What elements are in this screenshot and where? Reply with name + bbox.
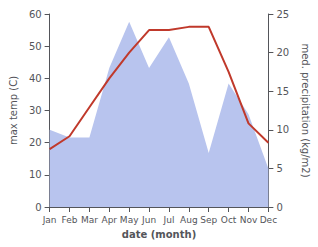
- svg-text:Mar: Mar: [81, 215, 98, 225]
- svg-text:5: 5: [276, 163, 282, 174]
- svg-text:date (month): date (month): [122, 229, 196, 240]
- svg-text:Sep: Sep: [200, 215, 217, 225]
- svg-text:med. precipitation (kg/m2): med. precipitation (kg/m2): [300, 43, 311, 177]
- svg-text:10: 10: [29, 169, 42, 180]
- svg-text:20: 20: [276, 47, 289, 58]
- svg-text:Feb: Feb: [62, 215, 78, 225]
- svg-text:Apr: Apr: [101, 215, 117, 225]
- svg-text:Jan: Jan: [42, 215, 57, 225]
- svg-text:40: 40: [29, 73, 42, 84]
- svg-text:Nov: Nov: [240, 215, 258, 225]
- svg-text:May: May: [120, 215, 139, 225]
- svg-text:Dec: Dec: [260, 215, 277, 225]
- svg-text:0: 0: [276, 202, 282, 213]
- svg-text:Aug: Aug: [180, 215, 198, 225]
- svg-text:30: 30: [29, 105, 42, 116]
- svg-text:60: 60: [29, 9, 42, 20]
- svg-text:0: 0: [35, 202, 41, 213]
- svg-text:20: 20: [29, 137, 42, 148]
- svg-text:25: 25: [276, 9, 289, 20]
- svg-text:Jul: Jul: [163, 215, 175, 225]
- svg-text:50: 50: [29, 41, 42, 52]
- svg-text:max temp (C): max temp (C): [8, 76, 19, 145]
- svg-text:Oct: Oct: [221, 215, 237, 225]
- svg-text:Jun: Jun: [141, 215, 156, 225]
- svg-text:15: 15: [276, 86, 289, 97]
- svg-text:10: 10: [276, 124, 289, 135]
